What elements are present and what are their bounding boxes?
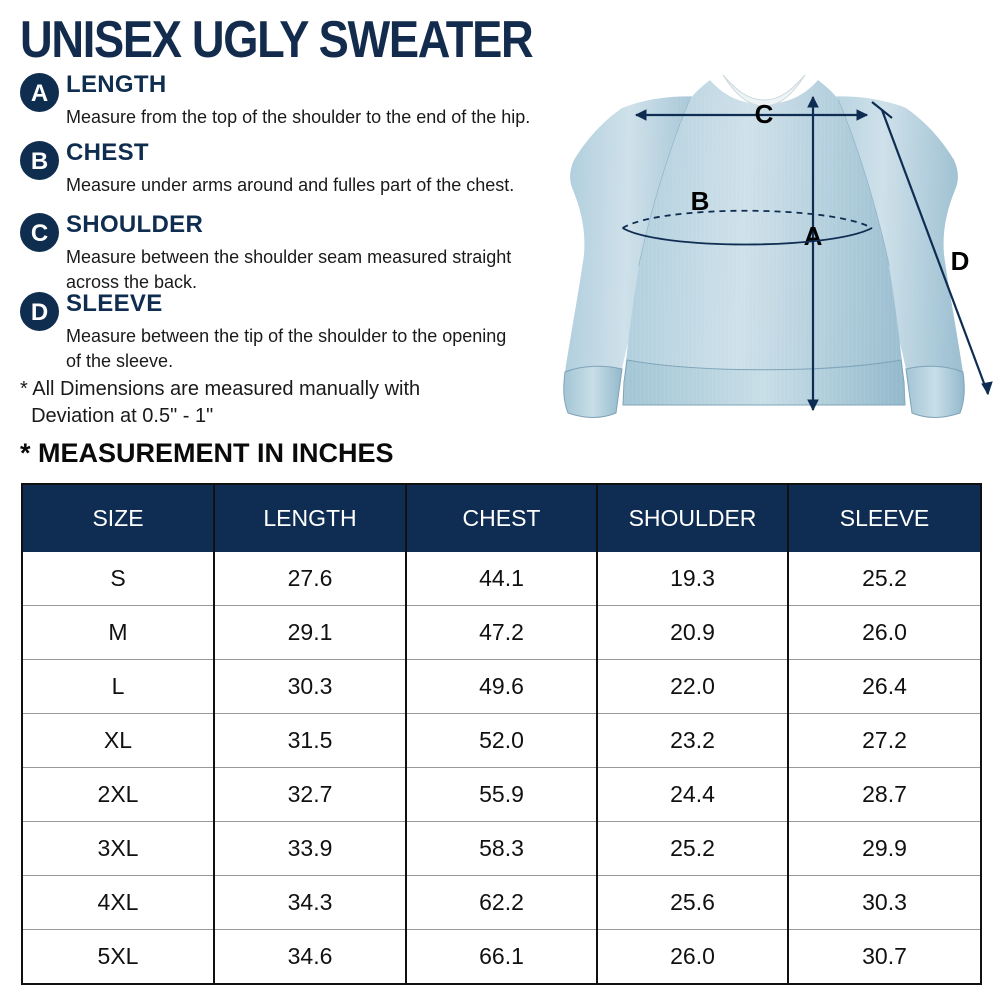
svg-text:A: A [804, 221, 823, 251]
svg-text:D: D [951, 246, 970, 276]
svg-text:C: C [755, 99, 774, 129]
svg-text:B: B [691, 186, 710, 216]
